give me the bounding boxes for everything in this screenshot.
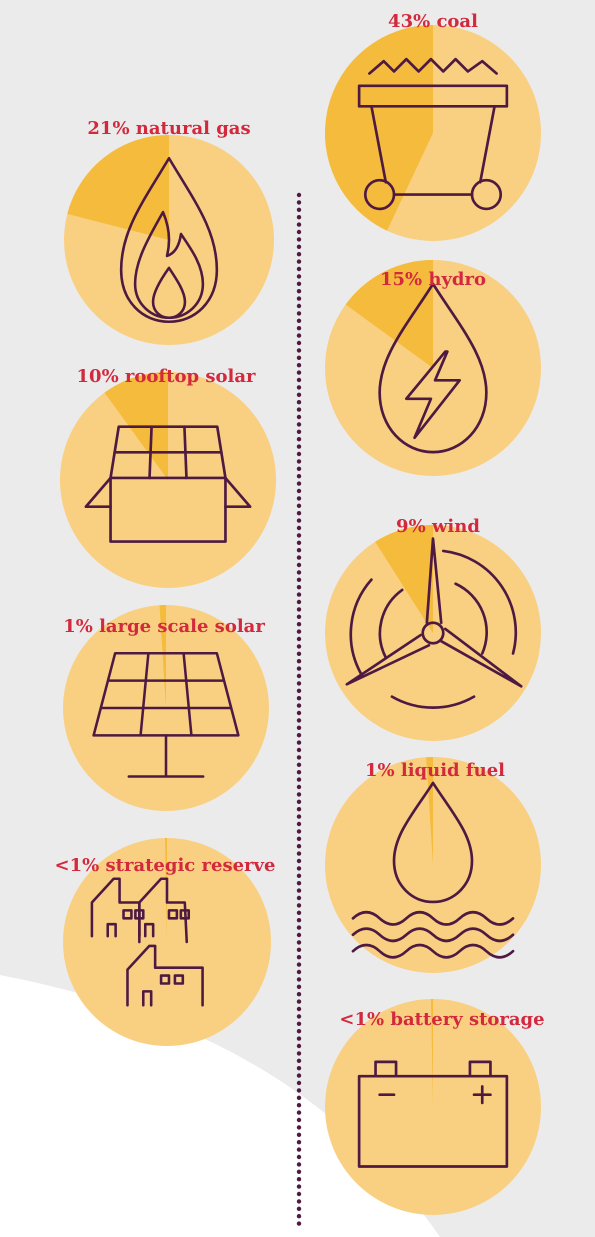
pie-coal: 43% coal [325, 11, 541, 241]
pie-rooftop-solar: 10% rooftop solar [60, 366, 276, 588]
pie-natural-gas: 21% natural gas [64, 118, 274, 345]
label-wind: 9% wind [396, 516, 480, 537]
pie-slice-hydro [345, 260, 433, 368]
pie-slice-natural-gas [67, 135, 169, 240]
label-battery-storage: <1% battery storage [339, 1009, 544, 1030]
label-liquid-fuel: 1% liquid fuel [365, 760, 505, 781]
label-coal: 43% coal [388, 11, 478, 32]
pie-slice-wind [375, 525, 433, 633]
wind-turbine-icon [345, 537, 523, 709]
fuel-drop-icon [351, 781, 515, 959]
pie-large-scale-solar: 1% large scale solar [63, 605, 269, 811]
battery-icon [357, 1060, 509, 1168]
factories-icon [90, 877, 204, 1007]
pie-slice-coal [325, 25, 433, 231]
label-natural-gas: 21% natural gas [87, 118, 250, 139]
coal-cart-icon [357, 57, 509, 211]
solar-panel-icon [92, 651, 240, 778]
house-solar-panel-icon [84, 425, 252, 543]
pie-liquid-fuel: 1% liquid fuel [325, 757, 541, 973]
water-drop-lightning-icon [378, 282, 488, 454]
label-large-scale-solar: 1% large scale solar [63, 616, 265, 637]
pie-strategic-reserve: <1% strategic reserve [55, 838, 276, 1046]
pie-wind: 9% wind [325, 516, 541, 741]
flame-icon [119, 156, 219, 324]
label-rooftop-solar: 10% rooftop solar [77, 366, 256, 387]
label-hydro: 15% hydro [380, 269, 486, 290]
pie-battery-storage: <1% battery storage [325, 999, 545, 1215]
dotted-divider [296, 192, 302, 1226]
pie-slice-battery-storage [430, 999, 433, 1107]
label-strategic-reserve: <1% strategic reserve [55, 855, 276, 876]
pie-hydro: 15% hydro [325, 260, 541, 476]
pie-slice-large-scale-solar [159, 605, 166, 708]
background-swoosh [0, 975, 440, 1237]
